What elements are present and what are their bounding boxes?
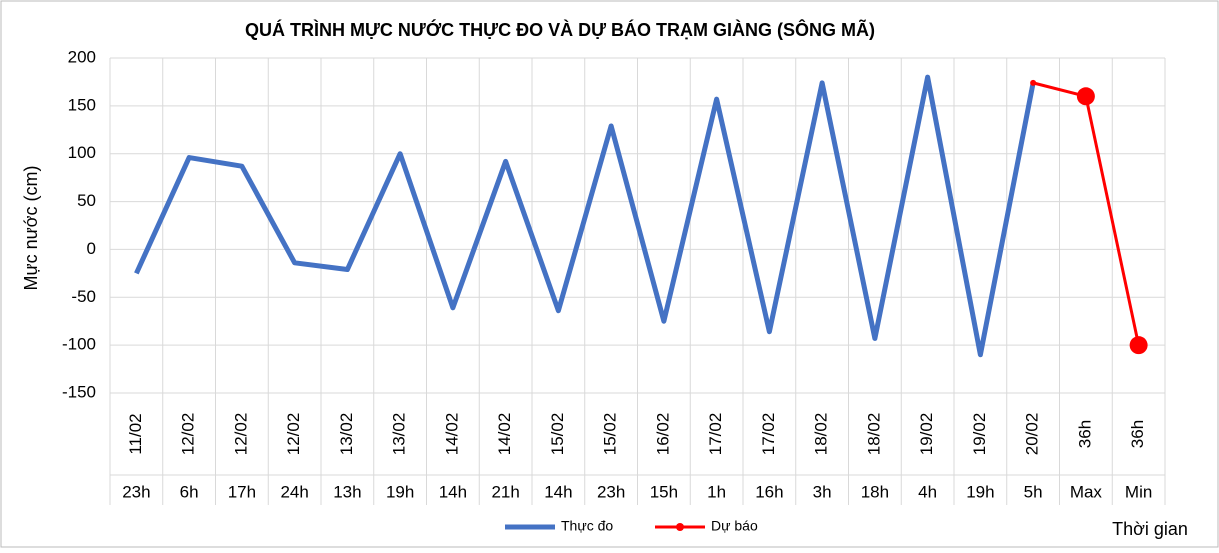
x-tick-label: 5h xyxy=(1024,482,1043,501)
legend-label: Dự báo xyxy=(711,518,758,534)
x-tick-label: 3h xyxy=(813,482,832,501)
marker xyxy=(1129,336,1148,355)
x-group-label: 18/02 xyxy=(812,413,831,456)
x-group-label: 12/02 xyxy=(179,413,198,456)
x-group-label: 11/02 xyxy=(126,413,145,454)
series-line xyxy=(134,74,1036,358)
x-tick-label: 24h xyxy=(280,482,308,501)
y-tick-label: 150 xyxy=(68,95,96,114)
x-tick-label: 14h xyxy=(439,482,467,501)
x-group-label: 14/02 xyxy=(442,413,461,456)
x-tick-label: 1h xyxy=(707,482,726,501)
y-tick-label: 200 xyxy=(68,47,96,66)
chart-title: QUÁ TRÌNH MỰC NƯỚC THỰC ĐO VÀ DỰ BÁO TRẠ… xyxy=(245,19,875,40)
x-tick-label: 6h xyxy=(180,482,199,501)
y-tick-label: -50 xyxy=(71,287,96,306)
x-group-label: 17/02 xyxy=(759,413,778,456)
x-group-label: 12/02 xyxy=(284,413,303,456)
y-tick-label: -100 xyxy=(62,335,96,354)
x-group-label: 17/02 xyxy=(706,413,725,456)
x-group-label: 36h xyxy=(1075,420,1094,448)
y-tick-label: 100 xyxy=(68,143,96,162)
x-tick-label: 14h xyxy=(544,482,572,501)
legend-swatch xyxy=(676,523,684,531)
y-tick-label: 0 xyxy=(87,239,96,258)
x-tick-label: 21h xyxy=(491,482,519,501)
x-tick-label: 18h xyxy=(861,482,889,501)
y-tick-label: 50 xyxy=(77,191,96,210)
x-tick-label: 15h xyxy=(650,482,678,501)
x-tick-label: 13h xyxy=(333,482,361,501)
x-group-label: 12/02 xyxy=(231,413,250,456)
x-group-label: 15/02 xyxy=(548,413,567,456)
y-axis-title: Mực nước (cm) xyxy=(21,166,41,291)
x-group-label: 20/02 xyxy=(1023,413,1042,456)
x-group-label: 13/02 xyxy=(337,413,356,456)
x-group-label: 19/02 xyxy=(917,413,936,456)
x-tick-label: 23h xyxy=(122,482,150,501)
x-tick-label: 19h xyxy=(386,482,414,501)
x-tick-label: 23h xyxy=(597,482,625,501)
x-tick-label: 4h xyxy=(918,482,937,501)
x-group-label: 18/02 xyxy=(864,413,883,456)
x-tick-label: 19h xyxy=(966,482,994,501)
x-group-label: 15/02 xyxy=(601,413,620,456)
x-group-label: 13/02 xyxy=(390,413,409,456)
y-tick-label: -150 xyxy=(62,382,96,401)
x-tick-label: 17h xyxy=(228,482,256,501)
x-tick-label: Min xyxy=(1125,482,1152,501)
x-tick-label: 16h xyxy=(755,482,783,501)
x-axis-title: Thời gian xyxy=(1112,519,1188,539)
x-group-label: 14/02 xyxy=(495,413,514,456)
x-group-label: 36h xyxy=(1128,420,1147,448)
marker xyxy=(1076,87,1095,106)
x-group-label: 19/02 xyxy=(970,413,989,456)
legend-label: Thực đo xyxy=(561,518,613,534)
x-group-label: 16/02 xyxy=(653,413,672,456)
x-tick-label: Max xyxy=(1070,482,1103,501)
marker xyxy=(1030,79,1037,86)
